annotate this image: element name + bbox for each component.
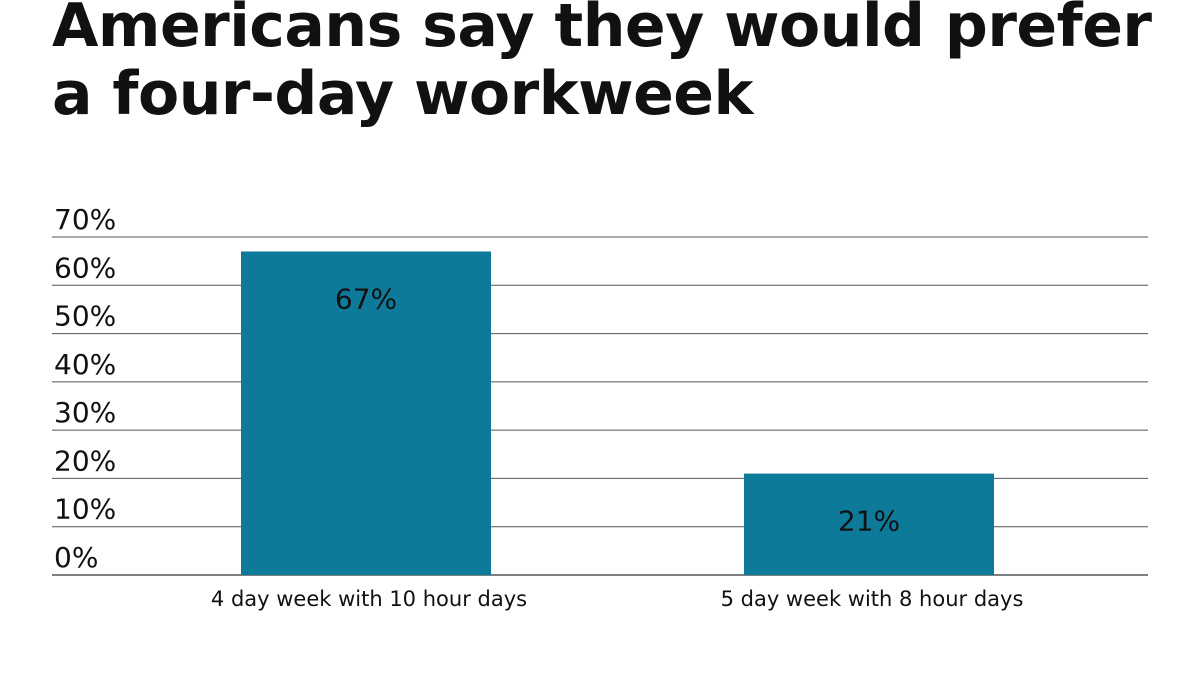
chart-title: Americans say they would prefer a four-d… xyxy=(52,0,1152,129)
bar xyxy=(241,251,491,575)
y-tick-label: 50% xyxy=(54,300,116,333)
data-label: 67% xyxy=(335,282,397,315)
y-tick-label: 60% xyxy=(54,251,116,284)
y-tick-label: 40% xyxy=(54,348,116,381)
bar xyxy=(744,473,994,575)
x-category-label: 5 day week with 8 hour days xyxy=(721,587,1024,611)
y-tick-label: 20% xyxy=(54,444,116,477)
y-tick-label: 70% xyxy=(54,203,116,236)
y-tick-label: 30% xyxy=(54,396,116,429)
y-tick-label: 0% xyxy=(54,541,98,574)
x-category-label: 4 day week with 10 hour days xyxy=(211,587,527,611)
data-label: 21% xyxy=(838,505,900,538)
y-tick-label: 10% xyxy=(54,493,116,526)
